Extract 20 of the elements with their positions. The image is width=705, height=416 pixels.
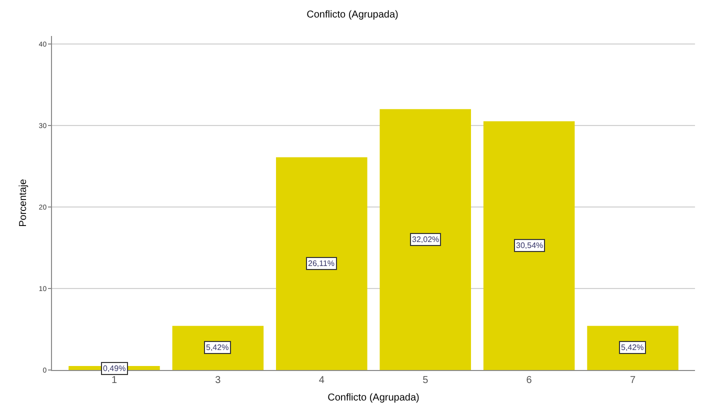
x-axis-title: Conflicto (Agrupada) bbox=[328, 392, 420, 404]
x-tick-label: 3 bbox=[215, 375, 222, 386]
data-label: 0,49% bbox=[103, 364, 126, 373]
y-axis-title: Porcentaje bbox=[18, 178, 29, 227]
x-tick-label: 4 bbox=[318, 375, 325, 386]
data-label: 32,02% bbox=[412, 235, 440, 244]
bar bbox=[380, 109, 471, 370]
data-label: 5,42% bbox=[206, 343, 229, 352]
bar bbox=[587, 326, 678, 370]
x-tick-label: 6 bbox=[526, 375, 532, 386]
data-label: 30,54% bbox=[516, 241, 544, 250]
x-tick-label: 1 bbox=[111, 375, 118, 386]
x-tick-label: 5 bbox=[422, 375, 429, 386]
bar bbox=[483, 121, 575, 370]
bar bbox=[276, 157, 368, 370]
data-label: 5,42% bbox=[621, 343, 644, 352]
chart-title: Conflicto (Agrupada) bbox=[306, 9, 398, 20]
bar bbox=[172, 326, 264, 370]
data-label: 26,11% bbox=[308, 259, 335, 268]
x-tick-label: 7 bbox=[630, 375, 636, 386]
